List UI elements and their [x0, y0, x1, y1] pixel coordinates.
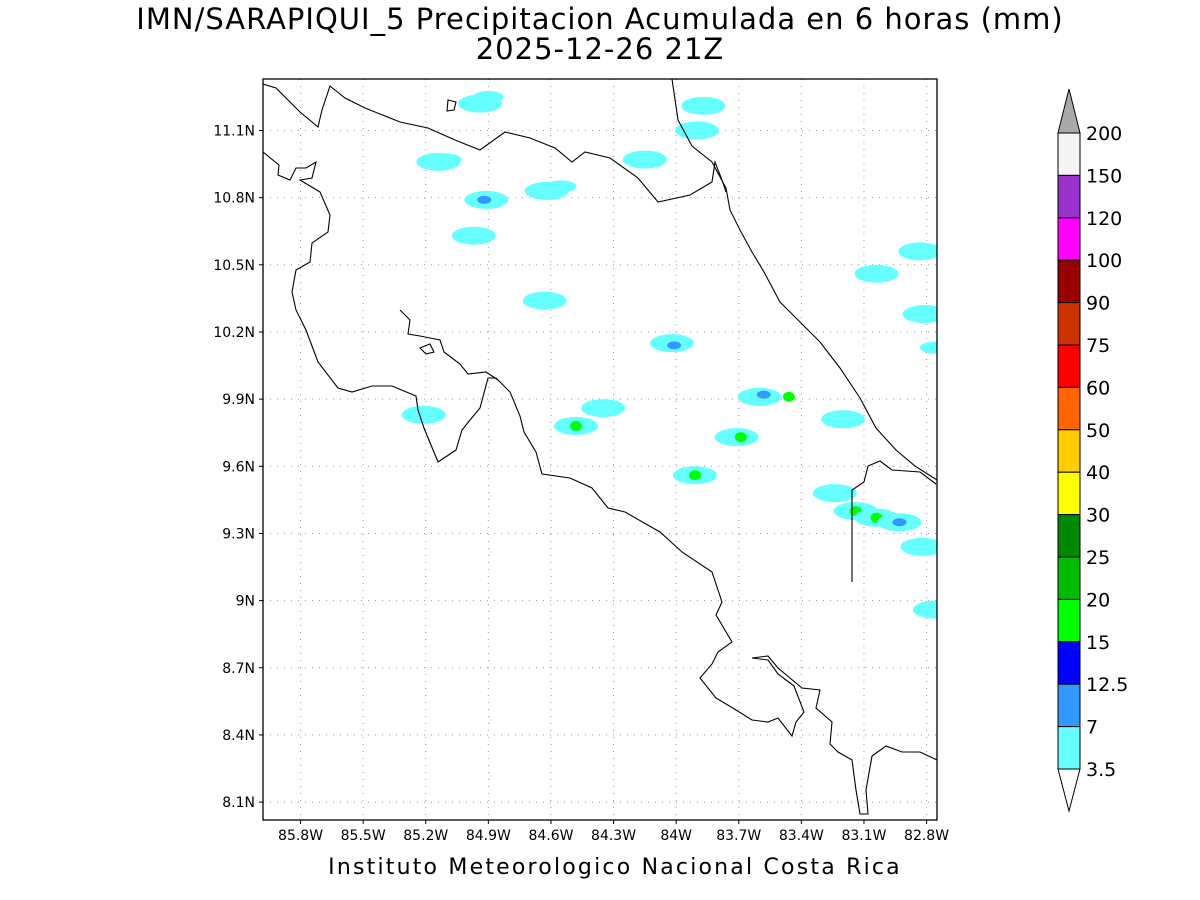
- precip-cell: [522, 291, 567, 310]
- precip-cell: [919, 341, 937, 354]
- colorbar-label: 50: [1086, 420, 1110, 442]
- colorbar-swatch: [1057, 514, 1081, 558]
- colorbar-label: 150: [1086, 165, 1122, 187]
- colorbar-swatch: [1057, 641, 1081, 685]
- lat-tick-label: 8.1N: [222, 795, 255, 811]
- lat-tick-label: 9.6N: [222, 459, 255, 475]
- precip-cell: [912, 600, 937, 619]
- precip-cell: [854, 264, 899, 283]
- graticule-grid: [259, 79, 937, 824]
- colorbar-swatch: [1057, 556, 1081, 600]
- panama-border: [851, 460, 937, 582]
- latitude-labels: 11.1N 10.8N 10.5N 10.2N 9.9N 9.6N 9.3N 9N 8.7N 8.…: [213, 123, 255, 811]
- colorbar-under-arrow: [1057, 768, 1081, 813]
- colorbar-label: 40: [1086, 462, 1110, 484]
- lat-tick-label: 9.3N: [222, 526, 255, 542]
- lon-tick-label: 84.3W: [591, 828, 636, 844]
- precip-cell: [431, 153, 462, 166]
- nicaragua-costa-rica-border: [263, 83, 727, 203]
- precip-cell: [756, 390, 771, 399]
- colorbar-legend: 200 150 120 100 90 75 60 50 40 30 25 20 15 12.5 7 3.5: [1057, 88, 1128, 813]
- colorbar-swatch: [1057, 683, 1081, 728]
- lat-tick-label: 11.1N: [213, 123, 255, 139]
- lon-tick-label: 83.1W: [841, 828, 886, 844]
- lon-tick-label: 83.7W: [716, 828, 761, 844]
- colorbar-label: 100: [1086, 250, 1122, 272]
- precip-cell: [900, 537, 937, 556]
- lon-tick-label: 85.5W: [341, 828, 386, 844]
- lake-nicaragua-island: [446, 99, 457, 112]
- precip-cell: [622, 150, 667, 169]
- precip-cell: [581, 399, 626, 418]
- colorbar-label: 60: [1086, 377, 1110, 399]
- colorbar-swatch: [1057, 302, 1081, 346]
- colorbar-label: 25: [1086, 547, 1110, 569]
- colorbar-swatch: [1057, 217, 1081, 261]
- precip-cell: [667, 341, 682, 350]
- colorbar-label: 120: [1086, 208, 1122, 230]
- colorbar-label: 75: [1086, 335, 1110, 357]
- precip-cell: [821, 410, 866, 429]
- coastline-borders: [263, 79, 937, 815]
- caribbean-coast: [671, 79, 937, 481]
- nicoya-gulf-coast: [399, 309, 499, 381]
- precip-cell: [546, 180, 577, 193]
- colorbar-label: 90: [1086, 293, 1110, 315]
- precip-cell: [451, 226, 496, 245]
- colorbar-label: 200: [1086, 123, 1122, 145]
- precip-cell: [892, 518, 907, 527]
- colorbar-swatch: [1057, 259, 1081, 304]
- footer-credit: Instituto Meteorologico Nacional Costa R…: [328, 855, 902, 880]
- lat-tick-label: 10.8N: [213, 191, 255, 207]
- pacific-coast-north: [263, 151, 937, 815]
- map-title: IMN/SARAPIQUI_5 Precipitacion Acumulada …: [136, 2, 1064, 36]
- colorbar-swatch: [1057, 598, 1081, 643]
- precip-cell: [675, 121, 720, 140]
- lon-tick-label: 82.8W: [904, 828, 949, 844]
- colorbar-label: 3.5: [1086, 759, 1116, 781]
- precip-cell: [734, 432, 747, 443]
- chira-island: [419, 343, 435, 355]
- precip-cell: [782, 391, 795, 402]
- colorbar-swatch: [1057, 132, 1081, 176]
- colorbar-swatch: [1057, 429, 1081, 473]
- precip-cell: [681, 96, 726, 115]
- colorbar-label: 12.5: [1086, 674, 1128, 696]
- map-datetime: 2025-12-26 21Z: [475, 32, 725, 66]
- colorbar-swatch: [1057, 174, 1081, 219]
- colorbar-label: 30: [1086, 505, 1110, 527]
- colorbar-swatch: [1057, 344, 1081, 388]
- lat-tick-label: 8.4N: [222, 728, 255, 744]
- lat-tick-label: 9.9N: [222, 392, 255, 408]
- colorbar-label: 15: [1086, 632, 1110, 654]
- precip-cell: [570, 420, 583, 431]
- lon-tick-label: 85.8W: [278, 828, 323, 844]
- lon-tick-label: 84.9W: [466, 828, 511, 844]
- precip-cell: [401, 405, 446, 424]
- colorbar-label: 20: [1086, 589, 1110, 611]
- plot-frame: [262, 78, 938, 821]
- lat-tick-label: 9N: [236, 594, 255, 610]
- precip-cell: [473, 90, 504, 103]
- lat-tick-label: 10.2N: [213, 325, 255, 341]
- precip-cell: [477, 195, 492, 204]
- precip-cell: [898, 242, 937, 261]
- colorbar-swatch: [1057, 726, 1081, 770]
- colorbar-swatch: [1057, 386, 1081, 431]
- lat-tick-label: 10.5N: [213, 258, 255, 274]
- lon-tick-label: 83.4W: [779, 828, 824, 844]
- precip-cell: [812, 484, 857, 503]
- precipitation-layer: [401, 90, 937, 619]
- lon-tick-label: 84.6W: [528, 828, 573, 844]
- colorbar-swatch: [1057, 471, 1081, 516]
- colorbar-over-arrow: [1057, 88, 1081, 134]
- lat-tick-label: 8.7N: [222, 661, 255, 677]
- lon-tick-label: 84W: [660, 828, 692, 844]
- precip-cell: [688, 470, 701, 481]
- colorbar-label: 7: [1086, 717, 1098, 739]
- precip-cell: [902, 305, 937, 324]
- longitude-labels: 85.8W 85.5W 85.2W 84.9W 84.6W 84.3W 84W 83.7W 83…: [278, 828, 949, 844]
- lon-tick-label: 85.2W: [403, 828, 448, 844]
